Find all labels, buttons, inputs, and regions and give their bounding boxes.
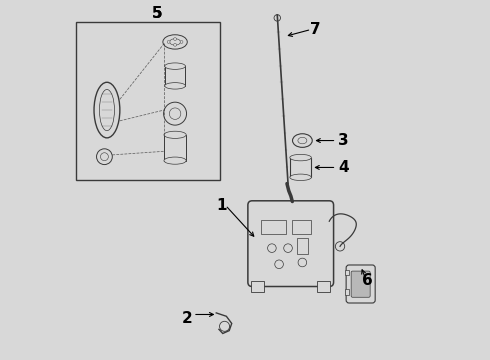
Text: 5: 5 [152, 6, 163, 21]
Bar [261, 220, 286, 234]
FancyBboxPatch shape [248, 201, 334, 287]
Circle shape [173, 43, 176, 46]
Ellipse shape [164, 157, 186, 164]
Bar [290, 158, 311, 177]
Ellipse shape [170, 39, 180, 45]
Ellipse shape [293, 134, 312, 147]
Circle shape [298, 258, 307, 267]
Bar [344, 270, 349, 275]
Bar [164, 135, 186, 161]
Ellipse shape [163, 35, 187, 49]
Ellipse shape [165, 63, 186, 69]
Circle shape [180, 41, 183, 43]
Bar [251, 281, 264, 292]
Circle shape [164, 102, 187, 125]
Text: 2: 2 [182, 311, 193, 325]
Ellipse shape [164, 131, 186, 138]
Ellipse shape [99, 89, 115, 131]
Circle shape [268, 244, 276, 252]
Circle shape [170, 108, 181, 120]
Circle shape [335, 242, 344, 251]
Ellipse shape [290, 174, 311, 180]
Bar [318, 281, 330, 292]
Bar [344, 289, 349, 295]
Circle shape [220, 321, 230, 331]
Circle shape [97, 149, 112, 165]
Circle shape [173, 38, 176, 41]
Bar [292, 220, 311, 234]
Circle shape [275, 260, 283, 269]
Ellipse shape [94, 82, 120, 138]
Text: 6: 6 [362, 273, 372, 288]
Bar [297, 238, 308, 253]
Ellipse shape [290, 154, 311, 161]
Ellipse shape [298, 137, 307, 144]
Text: 4: 4 [338, 160, 349, 175]
Bar [76, 22, 220, 180]
Circle shape [167, 41, 170, 43]
Text: 3: 3 [338, 133, 349, 148]
Text: 1: 1 [217, 198, 227, 213]
Text: 5: 5 [152, 6, 163, 21]
Circle shape [274, 15, 280, 21]
Text: 7: 7 [310, 22, 320, 37]
Ellipse shape [165, 83, 186, 89]
FancyBboxPatch shape [346, 265, 375, 303]
Circle shape [100, 153, 108, 161]
FancyBboxPatch shape [351, 271, 370, 297]
Circle shape [284, 244, 293, 252]
Bar [165, 66, 186, 86]
